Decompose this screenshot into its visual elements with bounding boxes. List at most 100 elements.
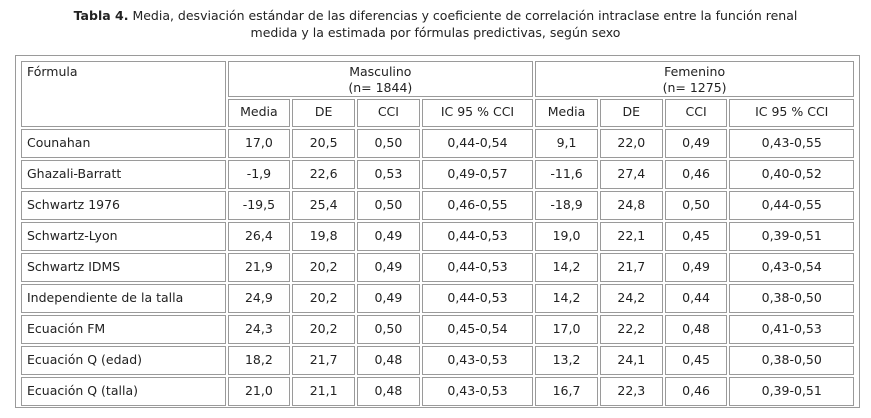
table-cell: 27,4 <box>599 160 663 189</box>
table-row: Ghazali-Barratt -1,9 22,6 0,53 0,49-0,57 -11,… <box>21 160 854 189</box>
caption-label: Tabla 4. <box>73 8 129 23</box>
table-cell: 0,49 <box>664 253 728 282</box>
subheader-row: Media DE CCI IC 95 % CCI Media DE CCI IC 95 % C… <box>21 99 854 127</box>
table-cell: 19,0 <box>535 222 598 251</box>
formula-name: Ecuación FM <box>21 315 226 344</box>
table-cell: 0,50 <box>664 191 728 220</box>
table-cell: 0,49 <box>664 129 728 158</box>
table-cell: 0,49 <box>357 284 420 313</box>
group-count: (n= 1844) <box>348 80 413 95</box>
group-header-masculino: Masculino (n= 1844) <box>227 61 534 97</box>
column-header: DE <box>292 99 356 127</box>
caption-line-2: medida y la estimada por fórmulas predic… <box>250 25 621 40</box>
table-cell: 24,3 <box>227 315 291 344</box>
table-cell: 17,0 <box>535 315 598 344</box>
table-cell: 0,43-0,53 <box>421 346 534 375</box>
table-cell: 0,49 <box>357 222 420 251</box>
table-cell: 20,5 <box>292 129 356 158</box>
column-header: CCI <box>664 99 728 127</box>
table-cell: 0,44 <box>664 284 728 313</box>
table-cell: 20,2 <box>292 315 356 344</box>
table-cell: 0,46-0,55 <box>421 191 534 220</box>
caption-line-1: Tabla 4. Media, desviación estándar de l… <box>0 7 871 24</box>
table-cell: 0,50 <box>357 191 420 220</box>
column-header: IC 95 % CCI <box>421 99 534 127</box>
column-header: DE <box>599 99 663 127</box>
caption-text-1: Media, desviación estándar de las difere… <box>128 8 798 23</box>
table-cell: 0,48 <box>664 315 728 344</box>
table-cell: 14,2 <box>535 253 598 282</box>
table-cell: 0,44-0,53 <box>421 253 534 282</box>
table-cell: 22,3 <box>599 377 663 406</box>
table-cell: 0,46 <box>664 160 728 189</box>
table-cell: 24,1 <box>599 346 663 375</box>
table-cell: 22,1 <box>599 222 663 251</box>
table-cell: 17,0 <box>227 129 291 158</box>
table-cell: 20,2 <box>292 253 356 282</box>
table-cell: 0,38-0,50 <box>729 346 854 375</box>
formula-name: Independiente de la talla <box>21 284 226 313</box>
table-cell: 0,40-0,52 <box>729 160 854 189</box>
table-cell: 22,2 <box>599 315 663 344</box>
table-cell: 0,50 <box>357 315 420 344</box>
table-cell: 19,8 <box>292 222 356 251</box>
table-row: Ecuación Q (talla) 21,0 21,1 0,48 0,43-0,53 1… <box>21 377 854 406</box>
table-cell: 0,39-0,51 <box>729 377 854 406</box>
formula-name: Schwartz IDMS <box>21 253 226 282</box>
table-row: Schwartz-Lyon 26,4 19,8 0,49 0,44-0,53 19,0 22… <box>21 222 854 251</box>
table-cell: 0,49 <box>357 253 420 282</box>
table-cell: 0,50 <box>357 129 420 158</box>
table-cell: 24,8 <box>599 191 663 220</box>
table-cell: 20,2 <box>292 284 356 313</box>
table-cell: 25,4 <box>292 191 356 220</box>
table-cell: 0,46 <box>664 377 728 406</box>
table-row: Ecuación Q (edad) 18,2 21,7 0,48 0,43-0,53 13… <box>21 346 854 375</box>
table-row: Ecuación FM 24,3 20,2 0,50 0,45-0,54 17,0 22,2… <box>21 315 854 344</box>
table-cell: 21,9 <box>227 253 291 282</box>
formula-column-header: Fórmula <box>21 61 226 127</box>
group-header-femenino: Femenino (n= 1275) <box>535 61 854 97</box>
table-cell: 22,0 <box>599 129 663 158</box>
table-cell: 0,44-0,55 <box>729 191 854 220</box>
formula-name: Schwartz-Lyon <box>21 222 226 251</box>
table-cell: 0,48 <box>357 377 420 406</box>
table-cell: -11,6 <box>535 160 598 189</box>
table-row: Counahan 17,0 20,5 0,50 0,44-0,54 9,1 22,0 0,49… <box>21 129 854 158</box>
table-cell: 0,39-0,51 <box>729 222 854 251</box>
group-name: Femenino <box>664 64 726 79</box>
table-cell: -1,9 <box>227 160 291 189</box>
table-row: Schwartz 1976 -19,5 25,4 0,50 0,46-0,55 -18,9… <box>21 191 854 220</box>
formula-name: Ghazali-Barratt <box>21 160 226 189</box>
table-cell: 0,53 <box>357 160 420 189</box>
table-cell: 21,0 <box>227 377 291 406</box>
table-cell: 16,7 <box>535 377 598 406</box>
table-cell: 21,7 <box>599 253 663 282</box>
results-table: Fórmula Masculino (n= 1844) Femenino (n=… <box>19 59 856 408</box>
formula-name: Counahan <box>21 129 226 158</box>
table-cell: 24,2 <box>599 284 663 313</box>
group-count: (n= 1275) <box>662 80 727 95</box>
formula-name: Ecuación Q (talla) <box>21 377 226 406</box>
table-row: Independiente de la talla 24,9 20,2 0,49 0,4… <box>21 284 854 313</box>
table-cell: 0,38-0,50 <box>729 284 854 313</box>
column-header: IC 95 % CCI <box>729 99 854 127</box>
table-cell: 21,7 <box>292 346 356 375</box>
table-cell: 14,2 <box>535 284 598 313</box>
table-cell: 0,45-0,54 <box>421 315 534 344</box>
table-caption: Tabla 4. Media, desviación estándar de l… <box>0 7 871 41</box>
table-cell: 24,9 <box>227 284 291 313</box>
table-cell: 0,45 <box>664 346 728 375</box>
table-cell: 0,49-0,57 <box>421 160 534 189</box>
table-cell: 0,43-0,54 <box>729 253 854 282</box>
table-cell: 18,2 <box>227 346 291 375</box>
table-cell: 0,43-0,55 <box>729 129 854 158</box>
column-header: Media <box>227 99 291 127</box>
group-name: Masculino <box>349 64 412 79</box>
table-cell: 13,2 <box>535 346 598 375</box>
results-table-frame: Fórmula Masculino (n= 1844) Femenino (n=… <box>15 55 860 408</box>
table-row: Schwartz IDMS 21,9 20,2 0,49 0,44-0,53 14,2 21… <box>21 253 854 282</box>
table-cell: 21,1 <box>292 377 356 406</box>
table-body: Counahan 17,0 20,5 0,50 0,44-0,54 9,1 22,0 0,49… <box>21 129 854 406</box>
table-cell: 0,44-0,54 <box>421 129 534 158</box>
table-cell: 0,44-0,53 <box>421 222 534 251</box>
